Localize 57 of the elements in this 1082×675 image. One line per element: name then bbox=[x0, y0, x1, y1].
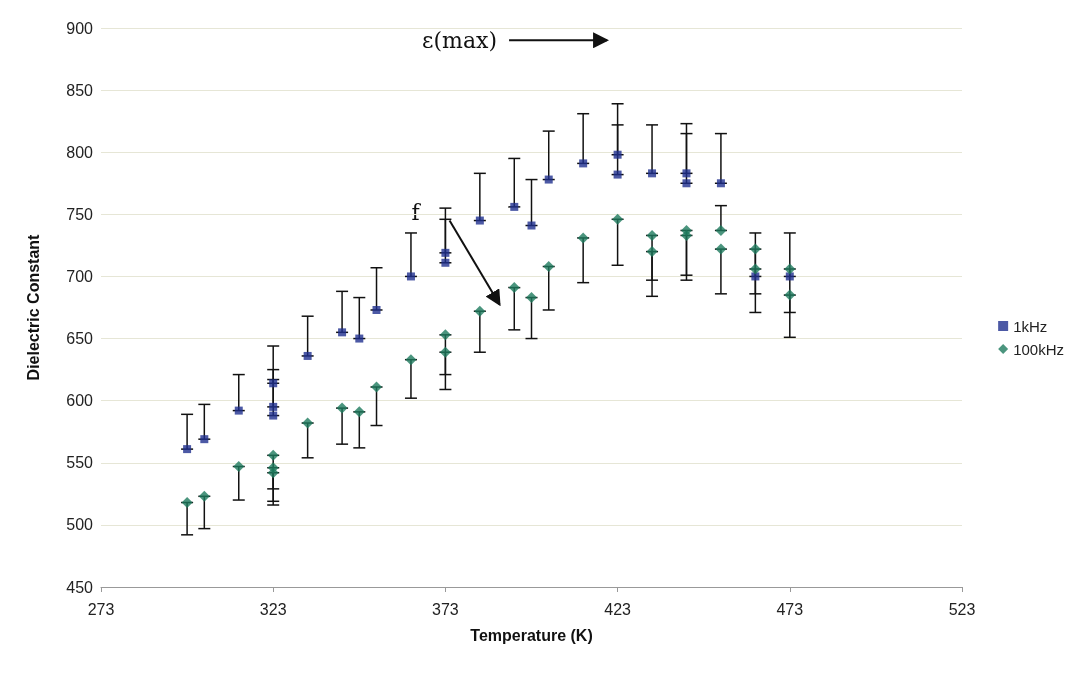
point bbox=[233, 461, 245, 472]
y-tick-label: 600 bbox=[66, 392, 94, 410]
point bbox=[715, 243, 727, 255]
x-axis-title: Temperature (K) bbox=[470, 626, 593, 644]
y-tick-label: 500 bbox=[66, 516, 94, 534]
x-tick-label: 523 bbox=[948, 600, 976, 618]
y-tick-label: 800 bbox=[66, 143, 94, 161]
point bbox=[508, 282, 520, 294]
legend-label: 1kHz bbox=[1013, 317, 1048, 335]
y-tick-label: 900 bbox=[66, 19, 94, 37]
y-tick-label: 700 bbox=[66, 267, 94, 285]
y-tick-label: 850 bbox=[66, 81, 94, 99]
annotation: ε(max) bbox=[422, 27, 498, 53]
point bbox=[267, 467, 279, 479]
point bbox=[183, 445, 192, 454]
point bbox=[749, 243, 761, 255]
y-axis-title: Dielectric Constant bbox=[24, 233, 42, 381]
x-tick-label: 273 bbox=[87, 600, 115, 618]
point bbox=[784, 289, 796, 301]
y-tick-label: 750 bbox=[66, 205, 94, 223]
annotation: f bbox=[411, 199, 422, 225]
point bbox=[405, 354, 417, 366]
point bbox=[474, 305, 486, 317]
x-tick-label: 423 bbox=[604, 600, 632, 618]
point bbox=[198, 490, 210, 502]
point bbox=[441, 258, 450, 267]
point bbox=[646, 246, 658, 258]
point bbox=[336, 402, 348, 414]
point bbox=[267, 449, 279, 461]
y-tick-label: 550 bbox=[66, 454, 94, 472]
point bbox=[526, 292, 537, 304]
point bbox=[646, 229, 658, 241]
point bbox=[439, 346, 451, 358]
point bbox=[371, 381, 383, 393]
point bbox=[510, 202, 519, 211]
point bbox=[441, 248, 450, 257]
point bbox=[303, 351, 312, 360]
point bbox=[784, 263, 796, 275]
point bbox=[577, 232, 589, 244]
legend-label: 100kHz bbox=[1013, 340, 1064, 358]
y-tick-label: 650 bbox=[66, 330, 94, 348]
x-tick-label: 373 bbox=[432, 600, 459, 618]
point bbox=[612, 213, 624, 225]
point bbox=[749, 263, 761, 275]
point bbox=[200, 435, 209, 444]
point bbox=[543, 261, 555, 273]
y-tick-label: 450 bbox=[66, 578, 94, 596]
point bbox=[680, 229, 692, 241]
x-tick-label: 323 bbox=[259, 600, 287, 618]
point bbox=[715, 224, 727, 236]
point bbox=[372, 305, 381, 314]
point bbox=[353, 406, 365, 418]
point bbox=[439, 329, 451, 341]
x-tick-label: 473 bbox=[776, 600, 804, 618]
point bbox=[269, 402, 278, 411]
point bbox=[302, 417, 314, 429]
point bbox=[181, 497, 193, 509]
